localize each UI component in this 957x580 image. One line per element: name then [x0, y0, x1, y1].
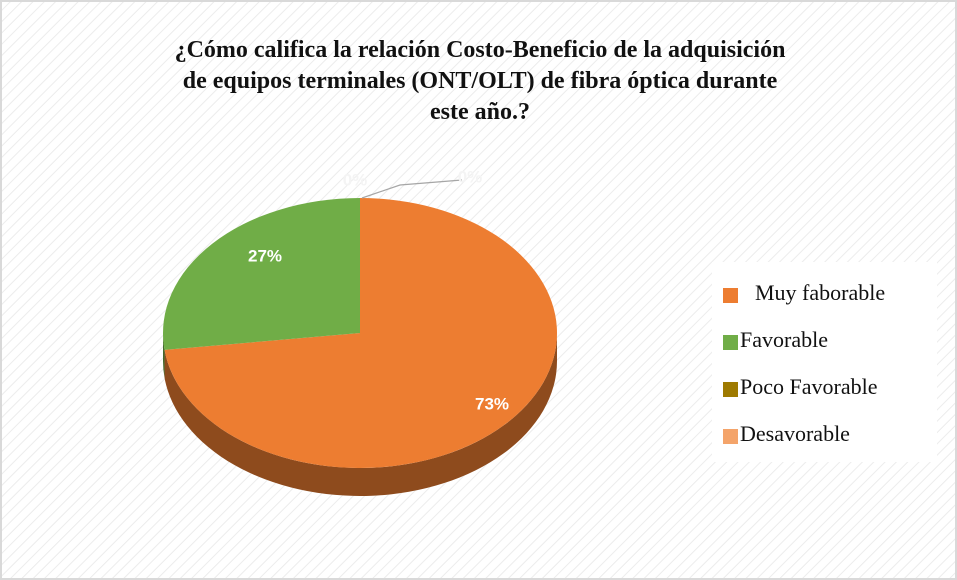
legend-marker [723, 288, 738, 303]
data-label: 73% [475, 394, 509, 413]
slice [164, 198, 557, 469]
data-label: 0% [343, 170, 368, 189]
chart-title: ¿Cómo califica la relación Costo-Benefic… [175, 37, 786, 125]
data-label: 27% [248, 246, 282, 265]
slice-side [164, 333, 557, 497]
legend-marker [723, 382, 738, 397]
slice [163, 198, 360, 350]
legend-marker [723, 429, 738, 444]
legend-label: Desavorable [740, 421, 850, 446]
slice-side [163, 333, 165, 378]
legend-label: Muy faborable [755, 280, 885, 305]
leader-line [361, 179, 463, 199]
legend-marker [723, 335, 738, 350]
legend-label: Poco Favorable [740, 374, 877, 399]
legend-box [712, 262, 937, 462]
data-label: 0% [458, 167, 483, 186]
legend-label: Favorable [740, 327, 828, 352]
pie [163, 198, 557, 497]
